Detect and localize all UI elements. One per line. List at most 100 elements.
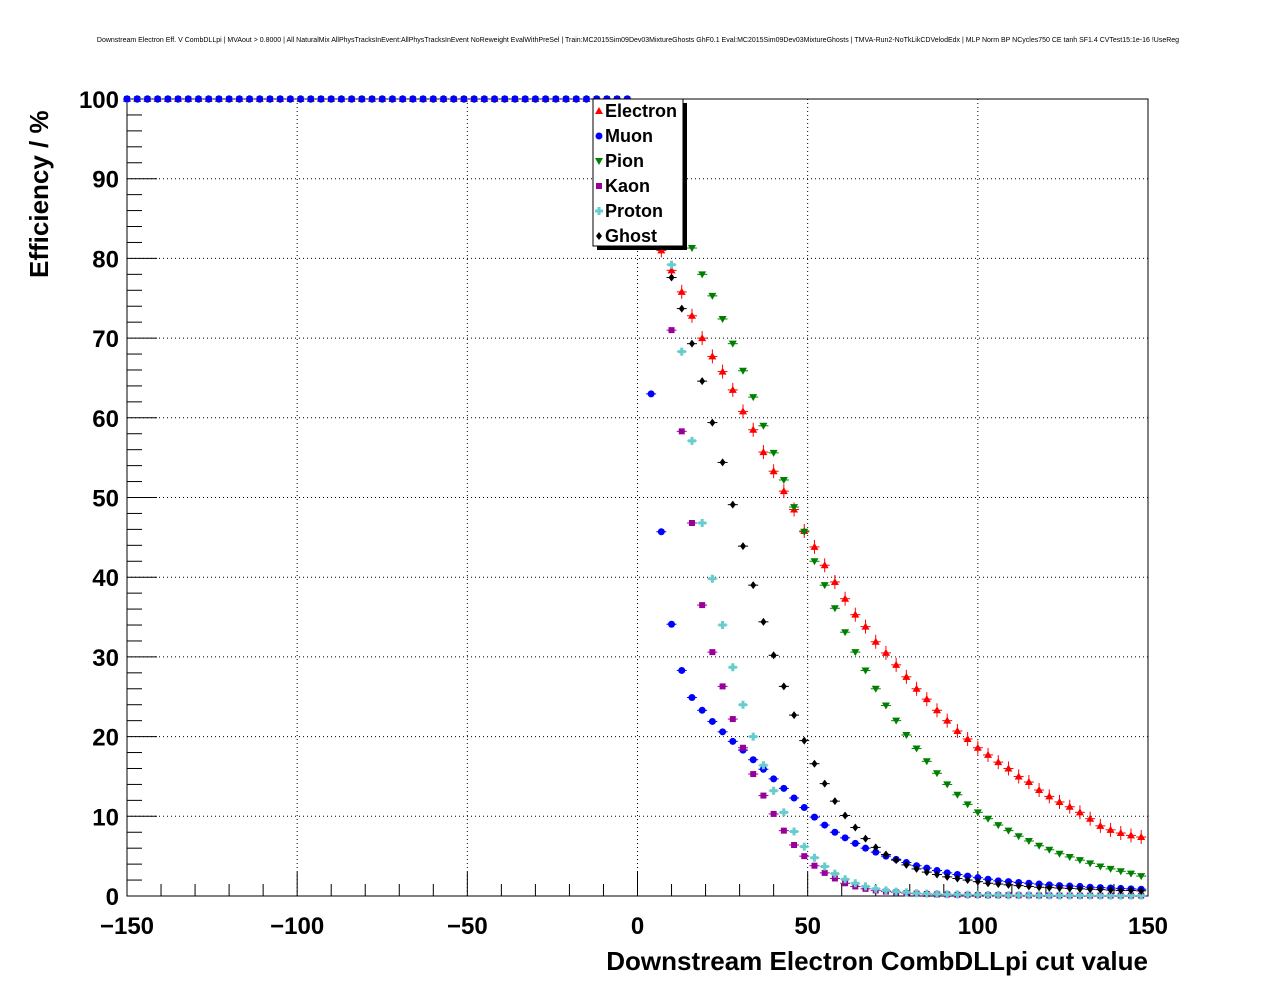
point-electron — [1086, 814, 1095, 822]
point-proton — [892, 887, 901, 896]
point-proton — [881, 886, 890, 895]
point-muon — [511, 95, 519, 103]
point-muon — [358, 95, 366, 103]
point-proton — [1014, 891, 1023, 900]
x-tick-label: −50 — [447, 913, 488, 940]
point-ghost — [923, 868, 930, 877]
point-electron — [1126, 831, 1135, 839]
point-ghost — [1046, 883, 1053, 892]
point-pion — [1137, 873, 1146, 881]
y-tick-label: 40 — [92, 565, 119, 592]
point-pion — [892, 717, 901, 725]
point-pion — [922, 758, 931, 766]
point-electron — [1055, 797, 1064, 805]
point-muon — [276, 95, 284, 103]
point-ghost — [872, 843, 879, 852]
x-tick-label: −150 — [100, 913, 154, 940]
point-muon — [429, 95, 437, 103]
point-pion — [1055, 850, 1064, 858]
point-ghost — [964, 876, 971, 885]
point-ghost — [893, 856, 900, 865]
point-ghost — [801, 736, 808, 745]
point-muon — [647, 390, 655, 398]
point-proton — [841, 875, 850, 884]
point-proton — [1004, 891, 1013, 900]
point-muon — [450, 95, 458, 103]
point-pion — [932, 770, 941, 778]
point-muon — [337, 95, 345, 103]
point-electron — [667, 266, 676, 274]
point-electron — [881, 648, 890, 656]
legend-marker-pion — [595, 158, 603, 165]
point-proton — [1055, 891, 1064, 900]
point-ghost — [882, 850, 889, 859]
point-electron — [902, 672, 911, 680]
point-proton — [851, 879, 860, 888]
point-pion — [841, 629, 850, 637]
point-muon — [688, 694, 696, 702]
point-ghost — [852, 823, 859, 832]
x-tick-label: 100 — [958, 913, 998, 940]
legend-label-muon: Muon — [605, 126, 653, 146]
point-electron — [1004, 764, 1013, 772]
point-electron — [779, 487, 788, 495]
point-proton — [1035, 891, 1044, 900]
point-kaon — [821, 869, 828, 876]
point-electron — [912, 684, 921, 692]
point-electron — [861, 622, 870, 630]
point-kaon — [760, 792, 767, 799]
point-proton — [1106, 891, 1115, 900]
point-ghost — [862, 834, 869, 843]
point-proton — [1024, 891, 1033, 900]
point-ghost — [995, 880, 1002, 889]
point-ghost — [668, 273, 675, 282]
point-kaon — [770, 810, 777, 817]
point-muon — [582, 95, 590, 103]
point-electron — [687, 311, 696, 319]
point-muon — [460, 95, 468, 103]
point-kaon — [709, 649, 716, 656]
point-proton — [667, 260, 676, 269]
point-pion — [1024, 838, 1033, 846]
point-muon — [572, 95, 580, 103]
point-proton — [749, 732, 758, 741]
point-muon — [872, 848, 880, 856]
point-pion — [759, 422, 768, 430]
point-kaon — [780, 827, 787, 834]
y-tick-label: 60 — [92, 406, 119, 433]
point-muon — [235, 95, 243, 103]
x-axis-label: Downstream Electron CombDLLpi cut value — [606, 946, 1148, 976]
point-kaon — [699, 602, 706, 609]
point-muon — [440, 95, 448, 103]
point-muon — [133, 95, 141, 103]
point-muon — [531, 95, 539, 103]
y-tick-label: 50 — [92, 486, 119, 513]
point-electron — [1137, 833, 1146, 841]
point-proton — [1065, 891, 1074, 900]
point-pion — [984, 815, 993, 823]
point-kaon — [719, 683, 726, 690]
legend-marker-ghost — [596, 232, 602, 240]
point-pion — [749, 394, 758, 402]
point-proton — [830, 869, 839, 878]
point-muon — [821, 821, 829, 829]
point-ghost — [1036, 883, 1043, 892]
point-proton — [973, 890, 982, 899]
point-kaon — [811, 862, 818, 869]
point-proton — [963, 890, 972, 899]
point-muon — [521, 95, 529, 103]
point-muon — [810, 813, 818, 821]
point-ghost — [1015, 881, 1022, 890]
point-proton — [1116, 891, 1125, 900]
point-proton — [1096, 891, 1105, 900]
point-pion — [963, 801, 972, 809]
point-proton — [922, 889, 931, 898]
legend-label-pion: Pion — [605, 151, 644, 171]
point-pion — [718, 315, 727, 323]
point-ghost — [821, 779, 828, 788]
point-ghost — [811, 759, 818, 768]
point-proton — [912, 889, 921, 898]
point-muon — [542, 95, 550, 103]
tick-labels: −150 −100 −50 0 50 100 150 0 10 20 30 40 50 60 70 80 90 1… — [79, 87, 1168, 940]
point-muon — [164, 95, 172, 103]
